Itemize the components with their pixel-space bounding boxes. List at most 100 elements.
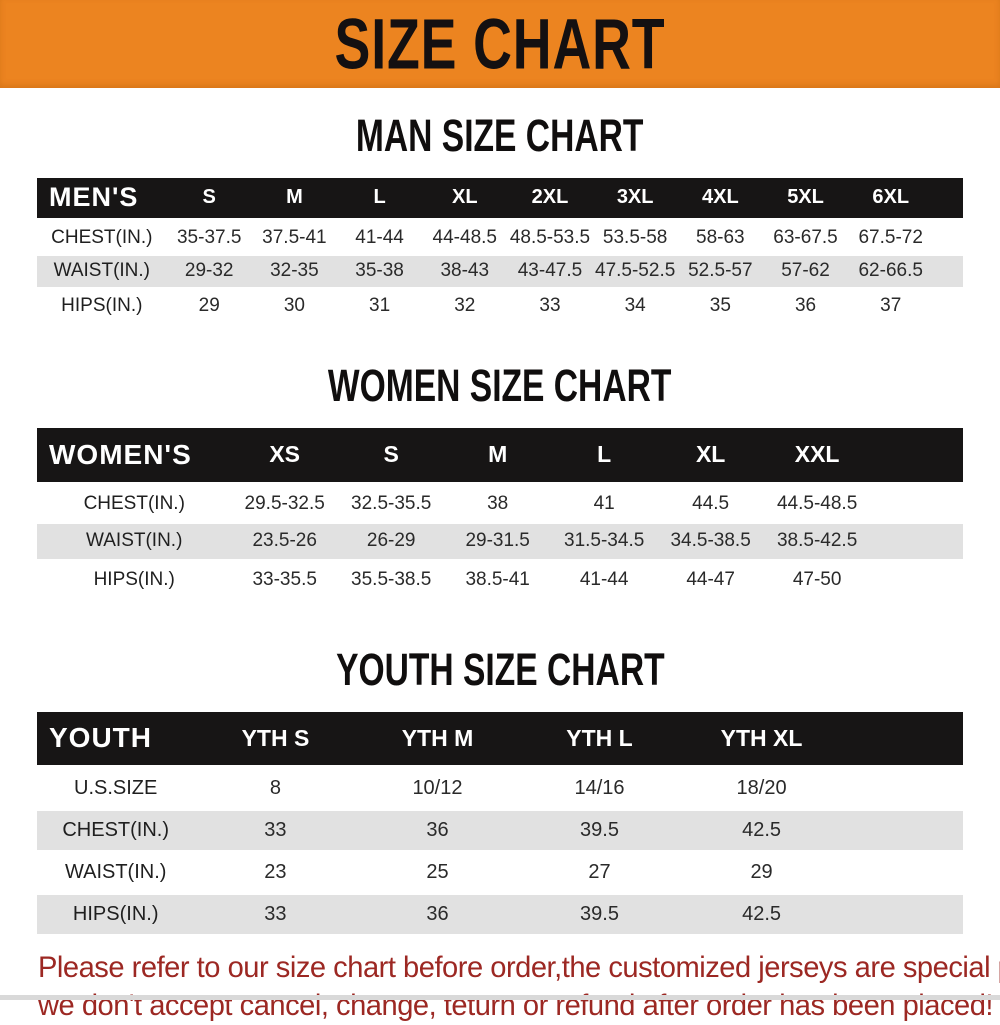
size-column-header: YTH M (356, 712, 518, 767)
size-column-header: L (551, 428, 657, 484)
row-filler-cell (843, 767, 963, 809)
row-label: CHEST(IN.) (37, 484, 231, 522)
row-label: U.S.SIZE (37, 767, 194, 809)
header-filler-cell (843, 712, 963, 767)
man-size-chart-heading-text: MAN SIZE CHART (356, 110, 643, 162)
size-value-cell: 14/16 (519, 767, 681, 809)
youth-size-chart-heading: YOUTH SIZE CHART (0, 646, 1000, 694)
size-column-header: L (337, 178, 422, 220)
size-value-cell: 53.5-58 (593, 220, 678, 254)
size-value-cell: 31 (337, 288, 422, 322)
size-value-cell: 48.5-53.5 (507, 220, 592, 254)
row-filler-cell (933, 288, 963, 322)
size-value-cell: 41 (551, 484, 657, 522)
size-column-header: S (338, 428, 444, 484)
size-value-cell: 34.5-38.5 (657, 522, 763, 560)
row-filler-cell (870, 484, 963, 522)
size-column-header: 6XL (848, 178, 933, 220)
table-corner-label: WOMEN'S (37, 428, 231, 484)
size-column-header: 2XL (507, 178, 592, 220)
size-value-cell: 33 (194, 809, 356, 851)
header-filler-cell (933, 178, 963, 220)
size-value-cell: 44-48.5 (422, 220, 507, 254)
size-value-cell: 35 (678, 288, 763, 322)
row-label: CHEST(IN.) (37, 220, 167, 254)
size-value-cell: 29-32 (167, 254, 252, 288)
size-value-cell: 62-66.5 (848, 254, 933, 288)
size-value-cell: 35-38 (337, 254, 422, 288)
row-filler-cell (933, 254, 963, 288)
row-label: CHEST(IN.) (37, 809, 194, 851)
row-filler-cell (870, 560, 963, 598)
row-label: WAIST(IN.) (37, 522, 231, 560)
disclaimer-line-2: we don't accept cancel, change, teturn o… (38, 987, 971, 1025)
size-value-cell: 36 (763, 288, 848, 322)
size-value-cell: 38-43 (422, 254, 507, 288)
size-value-cell: 38.5-41 (444, 560, 550, 598)
size-value-cell: 57-62 (763, 254, 848, 288)
size-value-cell: 41-44 (337, 220, 422, 254)
size-column-header: YTH L (519, 712, 681, 767)
size-chart-banner: SIZE CHART (0, 0, 1000, 88)
table-corner-label: MEN'S (37, 178, 167, 220)
man-size-chart-heading: MAN SIZE CHART (0, 112, 1000, 160)
size-value-cell: 33 (507, 288, 592, 322)
size-value-cell: 39.5 (519, 893, 681, 935)
size-column-header: 3XL (593, 178, 678, 220)
banner-title: SIZE CHART (335, 3, 666, 86)
size-value-cell: 31.5-34.5 (551, 522, 657, 560)
size-value-cell: 29.5-32.5 (231, 484, 337, 522)
size-value-cell: 32.5-35.5 (338, 484, 444, 522)
size-value-cell: 34 (593, 288, 678, 322)
size-value-cell: 10/12 (356, 767, 518, 809)
size-column-header: S (167, 178, 252, 220)
size-value-cell: 42.5 (681, 809, 843, 851)
size-column-header: 4XL (678, 178, 763, 220)
size-value-cell: 63-67.5 (763, 220, 848, 254)
size-value-cell: 35.5-38.5 (338, 560, 444, 598)
row-label: HIPS(IN.) (37, 288, 167, 322)
header-filler-cell (870, 428, 963, 484)
size-value-cell: 29 (167, 288, 252, 322)
bottom-border-strip (0, 995, 1000, 1000)
size-value-cell: 8 (194, 767, 356, 809)
size-column-header: M (444, 428, 550, 484)
size-column-header: YTH S (194, 712, 356, 767)
size-value-cell: 33-35.5 (231, 560, 337, 598)
size-value-cell: 38 (444, 484, 550, 522)
size-value-cell: 32-35 (252, 254, 337, 288)
size-value-cell: 37.5-41 (252, 220, 337, 254)
size-value-cell: 36 (356, 809, 518, 851)
row-filler-cell (933, 220, 963, 254)
row-filler-cell (843, 809, 963, 851)
size-value-cell: 47-50 (764, 560, 870, 598)
table-corner-label: YOUTH (37, 712, 194, 767)
size-value-cell: 29-31.5 (444, 522, 550, 560)
size-value-cell: 67.5-72 (848, 220, 933, 254)
size-column-header: 5XL (763, 178, 848, 220)
women-size-chart-heading-text: WOMEN SIZE CHART (328, 360, 671, 412)
order-disclaimer: Please refer to our size chart before or… (38, 949, 1000, 1025)
size-value-cell: 23 (194, 851, 356, 893)
row-label: HIPS(IN.) (37, 560, 231, 598)
row-label: WAIST(IN.) (37, 851, 194, 893)
row-filler-cell (843, 851, 963, 893)
size-value-cell: 37 (848, 288, 933, 322)
row-filler-cell (870, 522, 963, 560)
size-value-cell: 33 (194, 893, 356, 935)
disclaimer-line-1: Please refer to our size chart before or… (38, 949, 971, 987)
size-value-cell: 32 (422, 288, 507, 322)
